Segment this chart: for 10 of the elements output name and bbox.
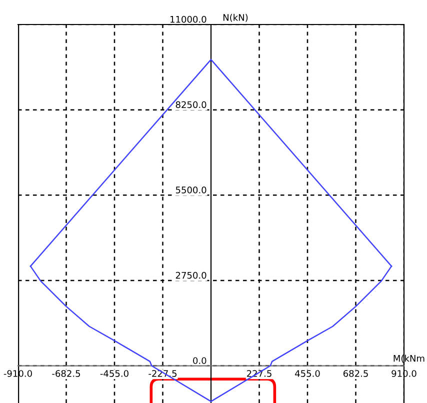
- y-axis-title: N(kN): [223, 14, 248, 22]
- x-tick-label: 455.0: [295, 370, 320, 377]
- x-tick-label: -682.5: [52, 370, 80, 377]
- y-tick-label: 8250.0: [176, 101, 206, 108]
- x-tick-label: -455.0: [100, 370, 128, 377]
- y-tick-label: 11000.0: [170, 16, 206, 23]
- x-tick-label: 682.5: [343, 370, 368, 377]
- y-tick-label: 0.0: [193, 357, 206, 364]
- y-tick-label: 2750.0: [176, 272, 206, 279]
- y-tick-label: 5500.0: [176, 186, 206, 194]
